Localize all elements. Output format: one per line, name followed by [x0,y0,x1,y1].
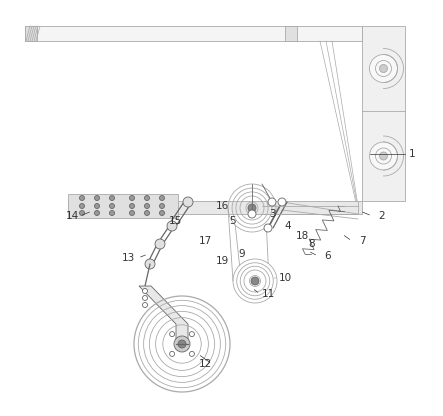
Text: 7: 7 [359,236,365,246]
Circle shape [109,196,114,201]
Circle shape [167,221,177,231]
Text: 12: 12 [198,359,212,369]
Circle shape [268,198,276,206]
Circle shape [109,203,114,208]
Text: 3: 3 [269,209,275,219]
Text: 19: 19 [215,256,229,266]
Circle shape [129,210,135,215]
Circle shape [155,239,165,249]
Circle shape [170,332,175,337]
Circle shape [190,352,194,357]
Circle shape [94,196,100,201]
Bar [25,26,362,41]
Text: 11: 11 [261,289,275,299]
Text: 8: 8 [309,239,315,249]
Circle shape [144,203,149,208]
Text: 18: 18 [295,231,309,241]
Circle shape [183,197,193,207]
Bar [285,26,297,41]
Circle shape [190,332,194,337]
Bar [25,26,37,41]
Text: 10: 10 [279,273,291,283]
Circle shape [248,204,256,212]
Circle shape [380,152,388,160]
Text: 2: 2 [379,211,385,221]
Circle shape [144,196,149,201]
Bar [68,201,362,214]
Circle shape [159,203,164,208]
Text: 16: 16 [215,201,229,211]
Circle shape [159,210,164,215]
Circle shape [178,340,186,348]
Circle shape [159,196,164,201]
Text: 5: 5 [229,216,235,226]
Circle shape [248,210,256,218]
Bar [68,194,178,218]
Circle shape [143,289,148,294]
Circle shape [143,295,148,300]
Text: 6: 6 [325,251,331,261]
Polygon shape [139,286,188,349]
Circle shape [143,302,148,307]
Circle shape [278,198,286,206]
Circle shape [109,210,114,215]
Text: 13: 13 [121,253,135,263]
Circle shape [129,203,135,208]
Text: 15: 15 [168,216,182,226]
Text: 4: 4 [285,221,291,231]
Circle shape [369,142,397,170]
Text: 17: 17 [198,236,212,246]
Circle shape [79,203,85,208]
Bar [362,26,405,201]
Text: 14: 14 [66,211,78,221]
Circle shape [79,196,85,201]
Circle shape [251,277,259,285]
Circle shape [170,352,175,357]
Circle shape [94,203,100,208]
Text: 1: 1 [409,149,416,159]
Circle shape [369,54,397,82]
Circle shape [145,259,155,269]
Circle shape [380,64,388,72]
Text: 9: 9 [239,249,245,259]
Circle shape [79,210,85,215]
Circle shape [174,336,190,352]
Circle shape [144,210,149,215]
Circle shape [94,210,100,215]
Circle shape [129,196,135,201]
Circle shape [264,224,272,232]
